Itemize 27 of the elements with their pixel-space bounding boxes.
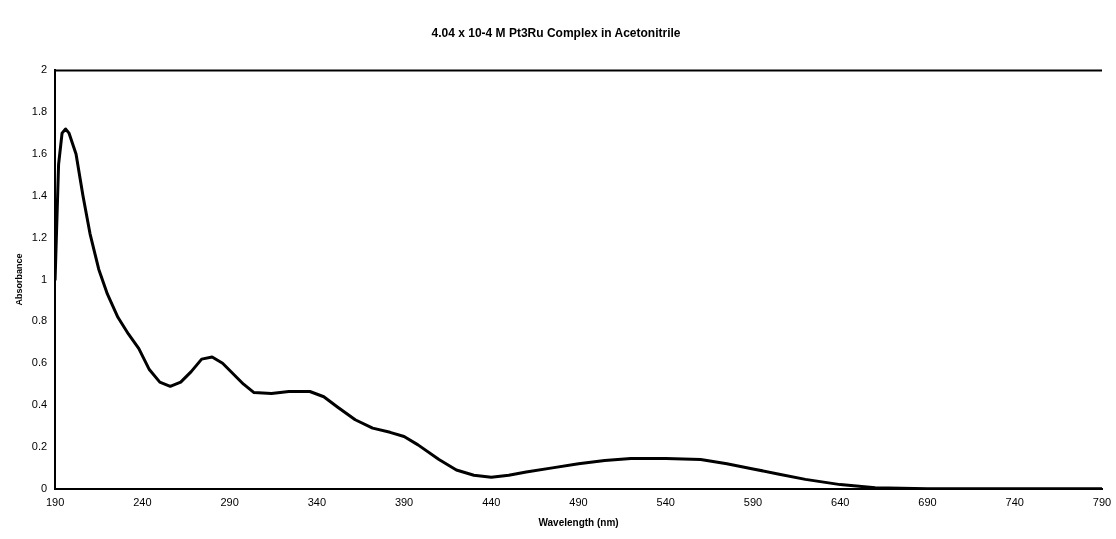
x-tick-label: 290	[220, 496, 239, 509]
x-tick-label: 590	[743, 496, 763, 509]
x-tick-label: 790	[1092, 496, 1112, 509]
y-tick-label: 0	[40, 481, 48, 494]
y-tick-label: 0.8	[31, 314, 48, 327]
y-tick-label: 2	[40, 63, 48, 76]
x-axis-title: Wavelength (nm)	[538, 516, 619, 528]
x-tick-label: 740	[1005, 496, 1024, 509]
y-tick-label: 1.6	[31, 147, 48, 160]
x-tick-label: 490	[569, 496, 588, 509]
x-tick-label: 440	[482, 496, 501, 509]
y-tick-label: 1.8	[31, 105, 48, 118]
x-tick-label: 190	[45, 496, 65, 509]
x-tick-label: 240	[133, 496, 152, 509]
y-tick-label: 0.4	[31, 398, 48, 411]
y-tick-label: 1	[40, 272, 48, 285]
y-tick-label: 0.2	[31, 439, 48, 452]
y-tick-label: 1.4	[31, 188, 48, 201]
chart-title: 4.04 x 10-4 M Pt3Ru Complex in Acetonitrile	[431, 25, 681, 40]
x-tick-label: 540	[656, 496, 675, 509]
x-tick-label: 640	[831, 496, 850, 509]
y-tick-label: 0.6	[31, 356, 48, 369]
x-tick-label: 690	[918, 496, 937, 509]
y-tick-label: 1.2	[31, 230, 48, 243]
x-tick-label: 340	[307, 496, 326, 509]
y-axis-title: Absorbance	[13, 253, 24, 306]
x-tick-label: 390	[394, 496, 414, 509]
